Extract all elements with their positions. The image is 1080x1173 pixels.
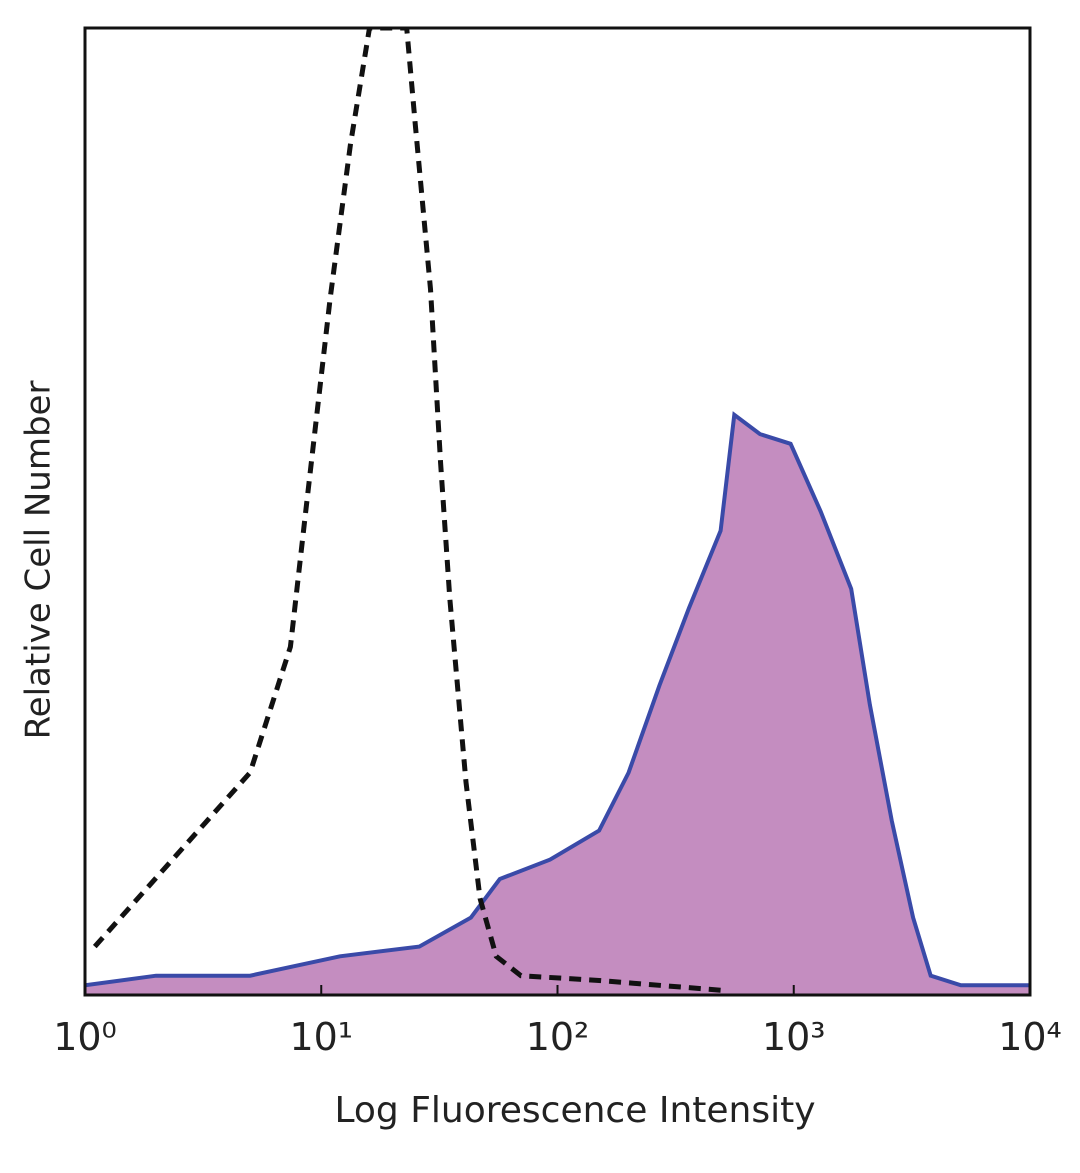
x-tick-label: 10³	[762, 1015, 826, 1059]
y-axis-label: Relative Cell Number	[19, 381, 59, 740]
x-tick-label: 10¹	[289, 1015, 353, 1059]
x-tick-label: 10⁴	[998, 1015, 1062, 1059]
area-fill	[85, 414, 1030, 995]
histogram-line	[92, 28, 721, 993]
x-tick-label: 10⁰	[53, 1015, 117, 1059]
histogram-outline	[85, 411, 1030, 988]
x-tick-label: 10²	[526, 1015, 590, 1059]
x-axis-label: Log Fluorescence Intensity	[334, 1090, 815, 1131]
